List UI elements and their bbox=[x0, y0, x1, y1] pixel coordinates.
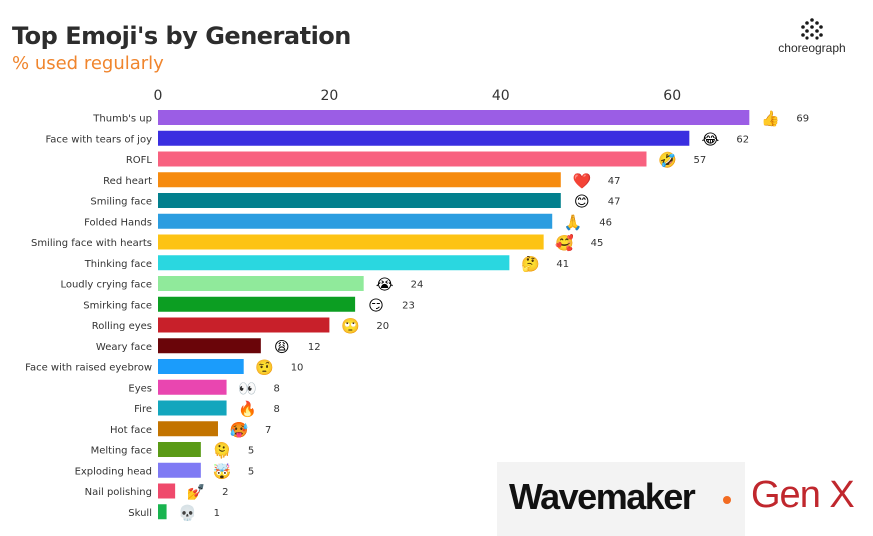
emoji-icon: 🥰 bbox=[555, 233, 574, 252]
wavemaker-logo: Wavemaker bbox=[497, 462, 745, 536]
bar bbox=[158, 276, 364, 291]
bar bbox=[158, 255, 510, 271]
value-label: 8 bbox=[274, 383, 280, 394]
emoji-icon: 😩 bbox=[274, 338, 290, 356]
brand-name: choreograph bbox=[778, 41, 846, 55]
value-label: 69 bbox=[796, 114, 809, 125]
bar bbox=[158, 462, 201, 478]
bar bbox=[158, 379, 227, 395]
emoji-icon: 🫠 bbox=[213, 441, 232, 460]
wavemaker-dot-icon bbox=[723, 496, 731, 504]
value-label: 47 bbox=[608, 176, 621, 187]
value-label: 2 bbox=[222, 487, 228, 498]
category-label: Exploding head bbox=[75, 466, 152, 477]
emoji-icon: 👍 bbox=[761, 110, 780, 128]
category-label: Face with raised eyebrow bbox=[25, 363, 152, 374]
value-label: 20 bbox=[376, 321, 389, 332]
emoji-icon: 💅 bbox=[187, 483, 206, 501]
bar bbox=[158, 421, 218, 437]
bar bbox=[158, 483, 176, 499]
category-label: Hot face bbox=[110, 425, 152, 436]
category-label: Fire bbox=[134, 404, 152, 415]
value-label: 41 bbox=[556, 259, 569, 270]
category-label: Eyes bbox=[128, 383, 152, 394]
bar bbox=[158, 296, 356, 312]
value-label: 5 bbox=[248, 446, 254, 457]
bar bbox=[158, 110, 750, 125]
emoji-icon: 😂 bbox=[702, 130, 720, 148]
category-label: Thinking face bbox=[84, 259, 152, 270]
category-label: Red heart bbox=[103, 176, 152, 187]
value-label: 47 bbox=[608, 197, 621, 208]
x-tick-label: 20 bbox=[320, 88, 338, 104]
emoji-icon: 😭 bbox=[376, 276, 394, 294]
value-label: 57 bbox=[693, 155, 706, 166]
value-label: 46 bbox=[599, 217, 612, 228]
emoji-icon: 🙏 bbox=[564, 213, 583, 231]
bar bbox=[158, 338, 261, 354]
category-label: Smirking face bbox=[83, 300, 152, 311]
x-tick-label: 40 bbox=[492, 88, 510, 104]
bar bbox=[158, 193, 561, 208]
chart-title: Top Emoji's by Generation bbox=[12, 22, 351, 50]
emoji-icon: 🤯 bbox=[213, 462, 232, 480]
value-label: 8 bbox=[274, 404, 280, 415]
emoji-icon: 💀 bbox=[178, 504, 197, 522]
emoji-icon: 😏 bbox=[368, 296, 384, 314]
bar bbox=[158, 172, 561, 188]
value-label: 45 bbox=[591, 238, 604, 249]
emoji-icon: 🥵 bbox=[230, 421, 249, 439]
category-label: Smiling face with hearts bbox=[31, 238, 152, 249]
category-label: Loudly crying face bbox=[60, 280, 152, 291]
brand-logo: choreograph bbox=[766, 18, 858, 55]
category-label: Nail polishing bbox=[85, 487, 152, 498]
emoji-icon: 😊 bbox=[574, 193, 590, 211]
emoji-icon: 🤨 bbox=[255, 359, 274, 377]
emoji-icon: 🙄 bbox=[341, 317, 360, 335]
bar bbox=[158, 234, 544, 250]
category-label: Melting face bbox=[91, 446, 152, 457]
category-label: Thumb's up bbox=[92, 114, 152, 125]
choreograph-mark-icon bbox=[801, 18, 823, 40]
bar bbox=[158, 317, 330, 333]
wavemaker-wordmark: Wavemaker bbox=[509, 476, 696, 517]
emoji-icon: 🤔 bbox=[521, 255, 540, 273]
category-label: ROFL bbox=[126, 155, 153, 166]
chart-subtitle: % used regularly bbox=[12, 53, 164, 74]
x-tick-label: 0 bbox=[154, 88, 163, 104]
category-label: Skull bbox=[128, 508, 152, 519]
emoji-icon: 👀 bbox=[238, 379, 257, 397]
value-label: 12 bbox=[308, 342, 321, 353]
value-label: 10 bbox=[291, 363, 304, 374]
bar bbox=[158, 213, 553, 229]
bar bbox=[158, 442, 201, 457]
emoji-icon: 🔥 bbox=[238, 400, 257, 418]
bar bbox=[158, 151, 647, 167]
category-label: Face with tears of joy bbox=[45, 134, 152, 145]
bar bbox=[158, 130, 690, 146]
bar bbox=[158, 504, 167, 520]
emoji-icon: ❤️ bbox=[572, 172, 591, 190]
value-label: 23 bbox=[402, 300, 415, 311]
category-label: Weary face bbox=[96, 342, 152, 353]
emoji-icon: 🤣 bbox=[657, 151, 677, 170]
value-label: 24 bbox=[411, 280, 424, 291]
category-label: Rolling eyes bbox=[92, 321, 152, 332]
category-label: Smiling face bbox=[90, 197, 152, 208]
value-label: 5 bbox=[248, 466, 254, 477]
value-label: 62 bbox=[736, 134, 749, 145]
generation-label: Gen X bbox=[751, 474, 855, 516]
bar bbox=[158, 400, 227, 416]
category-label: Folded Hands bbox=[84, 217, 152, 228]
x-tick-label: 60 bbox=[663, 88, 681, 104]
value-label: 7 bbox=[265, 425, 271, 436]
value-label: 1 bbox=[214, 508, 220, 519]
bar bbox=[158, 359, 244, 374]
